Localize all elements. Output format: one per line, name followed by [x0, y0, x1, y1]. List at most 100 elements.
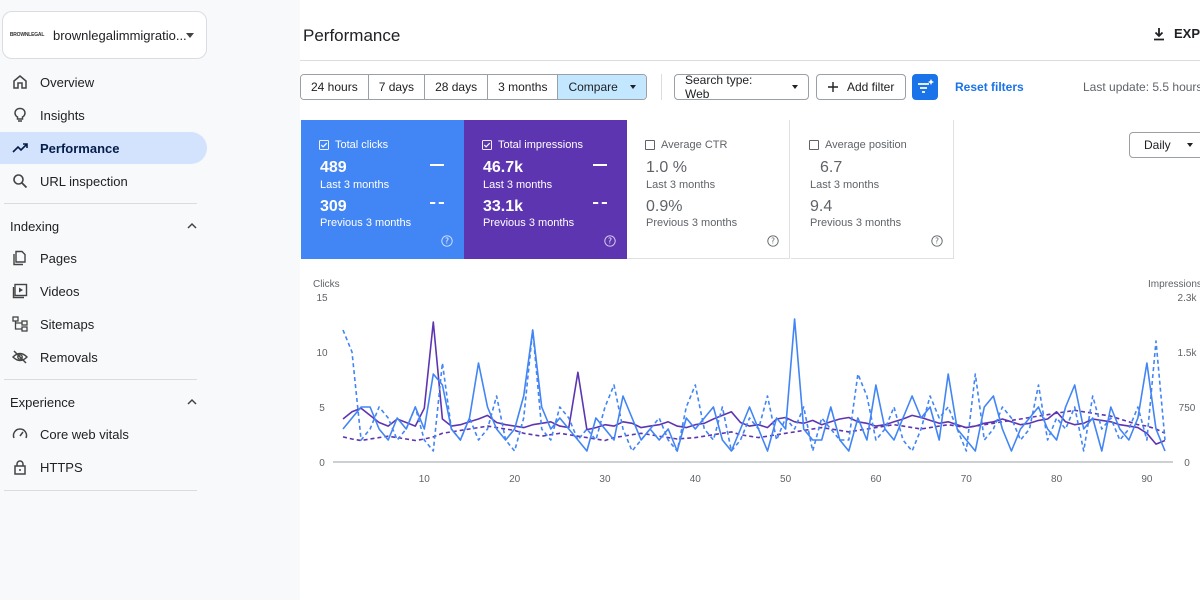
nav-item-pages[interactable]: Pages	[0, 242, 207, 274]
caret-down-icon	[1186, 143, 1193, 147]
metric-prev-value: 309	[320, 198, 347, 215]
performance-chart[interactable]: Clicks Impressions 0 5 10 15 0 750 1.5k 2.3k 1…	[300, 270, 1200, 490]
nav-item-label: HTTPS	[40, 460, 83, 475]
metric-prev-period: Previous 3 months	[646, 217, 738, 229]
checkbox-unchecked-icon[interactable]	[809, 140, 819, 150]
metric-prev-period: Previous 3 months	[320, 217, 412, 229]
granularity-label: Daily	[1144, 138, 1171, 152]
help-icon[interactable]: ?	[767, 235, 779, 247]
nav-item-insights[interactable]: Insights	[0, 99, 207, 131]
checkbox-checked-icon[interactable]	[319, 140, 329, 150]
nav-item-sitemaps[interactable]: Sitemaps	[0, 308, 207, 340]
sitemap-icon	[12, 316, 28, 332]
metric-value: 6.7	[820, 159, 843, 176]
video-icon	[12, 283, 28, 299]
chevron-up-icon[interactable]	[187, 221, 197, 231]
search-type-dropdown[interactable]: Search type: Web	[674, 73, 809, 101]
nav-item-label: Videos	[40, 284, 80, 299]
metric-value: 1.0 %	[646, 159, 687, 176]
range-28-days[interactable]: 28 days	[425, 75, 489, 99]
legend-solid-line	[593, 164, 607, 166]
right-axis-title: Impressions	[1148, 279, 1200, 290]
nav-item-url-inspection[interactable]: URL inspection	[0, 165, 207, 197]
chevron-up-icon[interactable]	[187, 397, 197, 407]
nav-item-videos[interactable]: Videos	[0, 275, 207, 307]
add-filter-button[interactable]: Add filter	[816, 74, 906, 100]
nav-item-https[interactable]: HTTPS	[0, 451, 207, 483]
page-title: Performance	[303, 26, 401, 45]
metric-card-clicks[interactable]: Total clicks 489 Last 3 months 309 Previ…	[301, 120, 464, 259]
right-tick-label: 1.5k	[1178, 348, 1198, 359]
section-title-experience[interactable]: Experience	[10, 395, 76, 410]
metric-prev-value: 33.1k	[483, 198, 524, 215]
compare-button[interactable]: Compare	[558, 75, 646, 99]
section-title-indexing[interactable]: Indexing	[10, 219, 60, 234]
nav-item-core-web-vitals[interactable]: Core web vitals	[0, 418, 207, 450]
search-type-label: Search type: Web	[685, 73, 753, 101]
trending-up-icon	[12, 143, 28, 153]
caret-down-icon	[629, 85, 636, 89]
nav-item-performance[interactable]: Performance	[0, 132, 207, 164]
property-selector[interactable]: BROWNLEGAL brownlegalimmigratio...	[2, 11, 207, 59]
caret-down-icon	[792, 85, 798, 89]
metric-card-ctr[interactable]: Average CTR 1.0 % Last 3 months 0.9% Pre…	[627, 120, 790, 259]
metric-period: Last 3 months	[810, 179, 880, 191]
nav-item-overview[interactable]: Overview	[0, 66, 207, 98]
series-line-clicks-previous-period	[342, 329, 1166, 452]
nav-item-label: Overview	[40, 75, 95, 90]
home-icon	[13, 75, 27, 89]
svg-text:?: ?	[771, 237, 775, 246]
range-24-hours[interactable]: 24 hours	[301, 75, 369, 99]
right-tick-label: 0	[1184, 458, 1190, 469]
nav-item-label: Removals	[40, 350, 98, 365]
property-logo: BROWNLEGAL	[10, 25, 44, 45]
right-tick-label: 2.3k	[1178, 293, 1198, 304]
checkbox-checked-icon[interactable]	[482, 140, 492, 150]
x-tick-label: 80	[1051, 474, 1063, 485]
caret-down-icon	[186, 33, 194, 38]
metric-name: Total clicks	[335, 139, 389, 151]
metric-period: Last 3 months	[646, 179, 716, 191]
metric-card-impressions[interactable]: Total impressions 46.7k Last 3 months 33…	[464, 120, 627, 259]
metric-period: Last 3 months	[483, 179, 553, 191]
filter-suggestions-button[interactable]	[912, 74, 938, 100]
metric-value: 489	[320, 159, 347, 176]
granularity-dropdown[interactable]: Daily	[1129, 132, 1200, 158]
nav-item-label: Pages	[40, 251, 77, 266]
legend-dashed-line	[593, 202, 607, 204]
nav-item-label: Performance	[40, 141, 120, 156]
lock-icon	[14, 460, 26, 475]
svg-text:?: ?	[608, 237, 612, 246]
x-tick-label: 20	[509, 474, 521, 485]
date-range-group: 24 hours 7 days 28 days 3 months Compare	[300, 74, 647, 100]
filter-separator	[661, 74, 662, 100]
x-tick-label: 40	[690, 474, 702, 485]
export-button[interactable]: EXPO	[1152, 26, 1200, 41]
metric-prev-value: 9.4	[810, 198, 833, 215]
help-icon[interactable]: ?	[441, 235, 453, 247]
checkbox-unchecked-icon[interactable]	[645, 140, 655, 150]
range-7-days[interactable]: 7 days	[368, 75, 426, 99]
metric-card-position[interactable]: Average position 6.7 Last 3 months 9.4 P…	[791, 120, 954, 259]
eye-off-icon	[12, 350, 28, 364]
property-name: brownlegalimmigratio...	[53, 28, 187, 43]
metric-prev-period: Previous 3 months	[483, 217, 575, 229]
help-icon[interactable]: ?	[604, 235, 616, 247]
pages-icon	[13, 250, 26, 266]
compare-label: Compare	[568, 80, 618, 94]
legend-dashed-line	[430, 202, 444, 204]
range-3-months[interactable]: 3 months	[488, 75, 559, 99]
legend-solid-line	[430, 164, 444, 166]
add-filter-label: Add filter	[847, 80, 895, 94]
x-tick-label: 30	[599, 474, 611, 485]
x-axis-ticks: 10 20 30 40 50 60 70 80 90	[419, 474, 1153, 485]
left-tick-label: 15	[316, 293, 328, 304]
reset-filters-link[interactable]: Reset filters	[955, 80, 1024, 94]
sidebar-divider	[4, 203, 197, 204]
x-tick-label: 90	[1141, 474, 1153, 485]
left-tick-label: 10	[316, 348, 328, 359]
filter-sparkle-icon	[918, 79, 934, 93]
nav-item-removals[interactable]: Removals	[0, 341, 207, 373]
metric-period: Last 3 months	[320, 179, 390, 191]
help-icon[interactable]: ?	[931, 235, 943, 247]
